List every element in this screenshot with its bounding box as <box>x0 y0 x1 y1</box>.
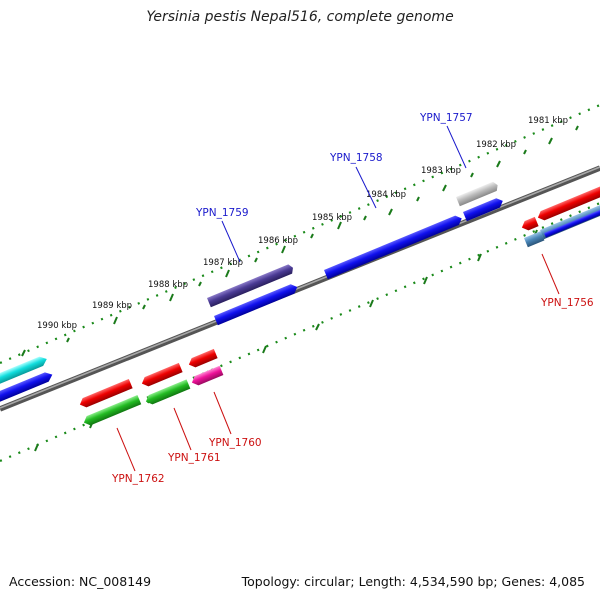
scale-label: 1989 kbp <box>92 301 132 311</box>
gene-YPN_1762 <box>83 395 142 426</box>
scale-label: 1986 kbp <box>258 236 298 246</box>
forward-strand-genes <box>0 181 503 403</box>
reverse-strand-genes <box>79 182 600 426</box>
gene-YPN_1759 <box>207 264 293 308</box>
gene-YPN_1757-blue <box>463 198 503 222</box>
gene-label-ypn-1762: YPN_1762 <box>111 473 165 485</box>
backbone-highlight <box>0 166 600 409</box>
map-title-text: Yersinia pestis Nepal516, complete genom… <box>146 9 454 25</box>
gene-label-ypn-1759: YPN_1759 <box>195 207 249 219</box>
gene-cyan <box>0 356 47 385</box>
label-leaders <box>116 125 560 472</box>
outer-ruler <box>0 103 600 365</box>
gene-YPN_1756 <box>524 231 545 248</box>
gene-label-ypn-1760: YPN_1760 <box>208 437 262 449</box>
gene-labels: YPN_1757 YPN_1758 YPN_1759 YPN_1756 YPN_… <box>111 112 594 485</box>
gene-label-ypn-1758: YPN_1758 <box>329 152 383 164</box>
genome-summary-text: Topology: circular; Length: 4,534,590 bp… <box>241 574 585 589</box>
gene-blue-1759b <box>214 284 298 326</box>
gene-YPN_1760 <box>191 365 224 386</box>
backbone-line <box>0 165 600 412</box>
inner-ruler-ticks <box>34 229 538 452</box>
scale-label: 1982 kbp <box>476 140 516 150</box>
scale-labels: 1981 kbp 1982 kbp 1983 kbp 1984 kbp 1985… <box>37 116 568 331</box>
scale-label: 1983 kbp <box>421 166 461 176</box>
scale-label: 1987 kbp <box>203 258 243 268</box>
gene-red-1761 <box>141 362 183 387</box>
accession-text: Accession: NC_008149 <box>9 574 152 589</box>
scale-label: 1990 kbp <box>37 321 77 331</box>
outer-ruler-ticks <box>21 125 579 357</box>
gene-red-1760 <box>188 348 218 368</box>
gene-red-right <box>537 182 600 221</box>
gene-YPN_1758 <box>324 215 462 280</box>
gene-red-1762 <box>79 378 133 408</box>
gene-blue-left <box>0 372 53 403</box>
scale-label: 1985 kbp <box>312 213 352 223</box>
gene-label-ypn-1761: YPN_1761 <box>167 452 221 464</box>
scale-label: 1984 kbp <box>366 190 406 200</box>
scale-label: 1981 kbp <box>528 116 568 126</box>
genome-backbone <box>0 165 600 412</box>
gene-YPN_1757-gray <box>456 181 498 207</box>
scale-label: 1988 kbp <box>148 280 188 290</box>
gene-small-red <box>521 216 539 231</box>
gene-label-ypn-1756: YPN_1756 <box>540 297 594 309</box>
gene-YPN_1761 <box>145 379 191 405</box>
gene-blue-right-low <box>544 206 600 238</box>
gene-label-ypn-1757: YPN_1757 <box>419 112 473 124</box>
